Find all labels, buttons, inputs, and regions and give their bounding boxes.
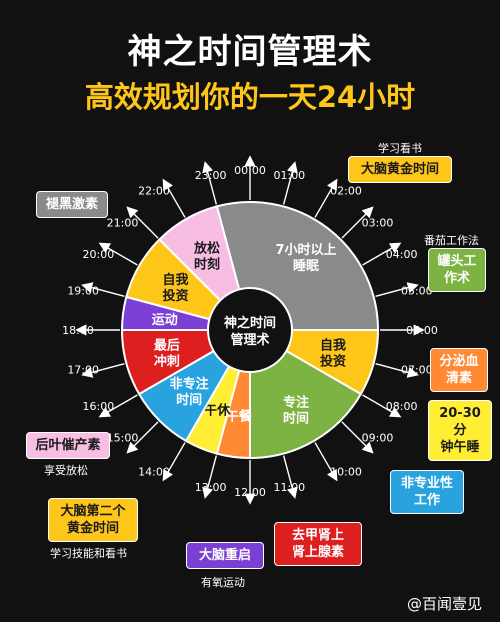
- segment-label-3: 午餐: [226, 408, 253, 424]
- hour-arrow-20: [98, 242, 138, 266]
- hour-label-4: 04:00: [386, 248, 418, 261]
- hour-arrow-23: [202, 161, 218, 205]
- hour-label-1: 01:00: [273, 169, 305, 182]
- hour-label-2: 02:00: [330, 184, 362, 197]
- callout-leaf-hormone-caption: 享受放松: [44, 464, 88, 477]
- callout-melatonin: 褪黑激素: [36, 191, 108, 218]
- hour-arrow-4: [362, 242, 402, 266]
- segment-label-8: 自我投资: [163, 272, 189, 304]
- hour-arrow-17: [81, 362, 125, 378]
- callout-brain-restart: 大脑重启: [186, 542, 264, 569]
- callout-secretion: 分泌血 清素: [430, 348, 488, 392]
- hour-label-21: 21:00: [107, 217, 139, 230]
- hour-label-18: 18:00: [62, 324, 94, 337]
- hour-arrow-1: [282, 161, 298, 205]
- hour-arrow-9: [341, 421, 374, 454]
- hour-arrow-22: [162, 178, 186, 218]
- hour-arrow-5: [375, 282, 419, 298]
- callout-leaf-hormone: 后叶催产素: [26, 432, 110, 459]
- callout-pomodoro-caption: 番茄工作法: [424, 234, 479, 247]
- page-subtitle: 高效规划你的一天24小时: [84, 80, 416, 114]
- callout-pomodoro: 罐头工 作术: [428, 248, 486, 292]
- callout-brain-golden: 大脑黄金时间: [348, 156, 452, 183]
- callout-second-golden: 大脑第二个 黄金时间: [48, 498, 138, 542]
- callout-nap: 20-30分 钟午睡: [428, 400, 492, 461]
- hour-arrow-21: [126, 206, 159, 239]
- hour-label-15: 15:00: [107, 431, 139, 444]
- center-label: 神之时间管理术: [224, 315, 276, 348]
- source-watermark: @百闻壹见: [406, 595, 482, 613]
- hour-label-20: 20:00: [83, 248, 115, 261]
- segment-label-9: 放松时刻: [193, 241, 220, 273]
- hour-arrow-11: [282, 455, 298, 499]
- hour-label-12: 12:00: [234, 486, 266, 499]
- segment-label-2: 专注时间: [283, 395, 309, 427]
- hour-arrow-19: [81, 282, 125, 298]
- segment-label-0: 7小时以上睡眠: [275, 242, 336, 274]
- hour-arrow-10: [314, 442, 338, 482]
- hour-label-22: 22:00: [138, 184, 170, 197]
- hour-arrow-15: [126, 421, 159, 454]
- callout-second-golden-caption: 学习技能和看书: [50, 547, 127, 560]
- segment-label-4: 午休: [204, 402, 231, 418]
- segment-label-6: 最后冲刺: [154, 337, 180, 369]
- hour-label-7: 07:00: [401, 363, 433, 376]
- hour-label-9: 09:00: [362, 431, 394, 444]
- hour-arrow-13: [202, 455, 218, 499]
- hour-label-0: 00:00: [234, 164, 266, 177]
- hour-arrow-8: [362, 394, 402, 418]
- hour-label-14: 14:00: [138, 466, 170, 479]
- hour-label-13: 13:00: [195, 481, 227, 494]
- segment-label-5: 非专注时间: [170, 376, 209, 408]
- segment-label-1: 自我投资: [320, 337, 346, 369]
- hour-label-8: 08:00: [386, 400, 418, 413]
- hour-label-3: 03:00: [362, 217, 394, 230]
- hour-arrow-7: [375, 362, 419, 378]
- callout-brain-restart-caption: 有氧运动: [201, 576, 245, 589]
- hour-label-10: 10:00: [330, 466, 362, 479]
- hour-label-17: 17:00: [67, 363, 99, 376]
- page-title: 神之时间管理术: [127, 32, 373, 72]
- hour-label-11: 11:00: [273, 481, 305, 494]
- hour-arrow-2: [314, 178, 338, 218]
- center-disc: [207, 287, 293, 373]
- hour-label-6: 06:00: [406, 324, 438, 337]
- hour-label-5: 05:00: [401, 285, 433, 298]
- hour-label-23: 23:00: [195, 169, 227, 182]
- hour-label-19: 19:00: [67, 285, 99, 298]
- callout-adrenaline: 去甲肾上 肾上腺素: [274, 522, 362, 566]
- hour-arrow-3: [341, 206, 374, 239]
- hour-arrow-14: [162, 442, 186, 482]
- callout-brain-golden-caption: 学习看书: [378, 142, 422, 155]
- hour-label-16: 16:00: [83, 400, 115, 413]
- hour-arrow-16: [98, 394, 138, 418]
- segment-label-7: 运动: [152, 313, 178, 328]
- callout-non-professional: 非专业性 工作: [390, 470, 464, 514]
